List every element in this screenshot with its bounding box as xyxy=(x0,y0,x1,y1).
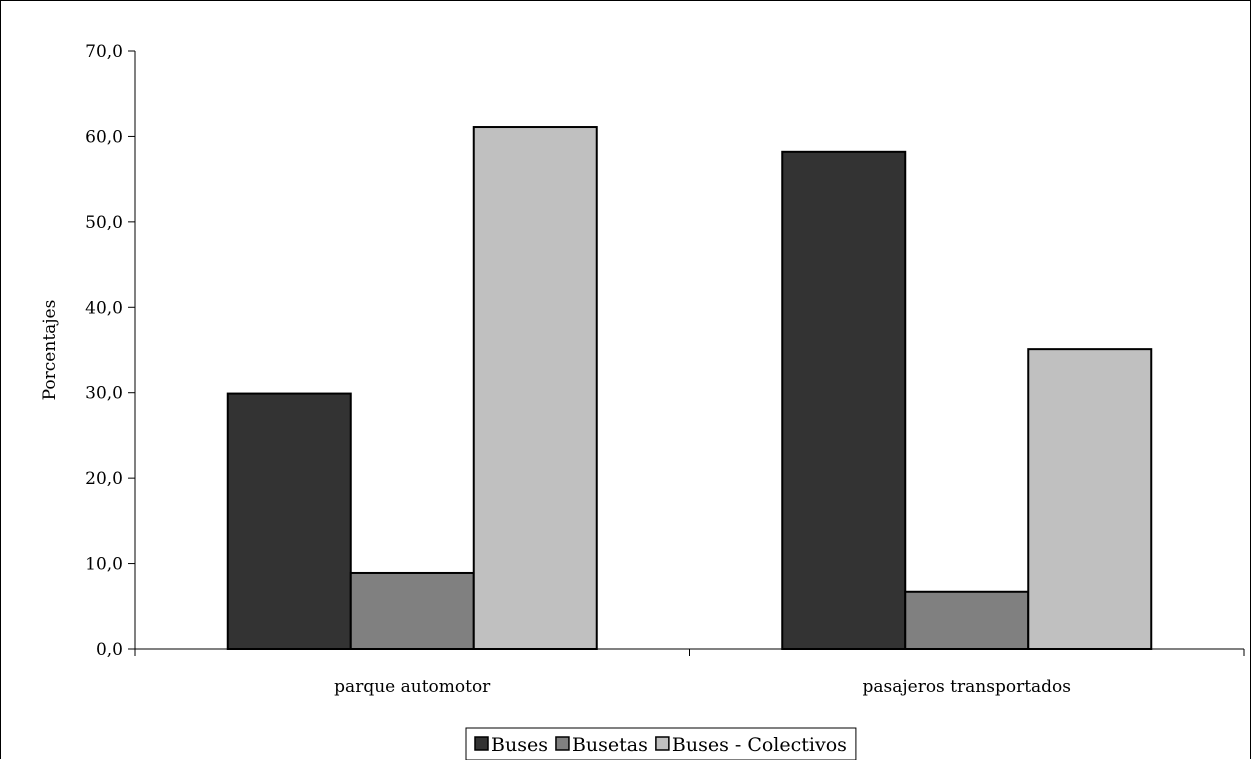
y-tick-label: 60,0 xyxy=(85,127,123,147)
y-tick-label: 10,0 xyxy=(85,555,123,575)
legend-label: Busetas xyxy=(572,734,648,756)
x-category-label: pasajeros transportados xyxy=(862,677,1071,697)
y-axis: 0,0 10,0 20,0 30,0 40,0 50,0 60,0 70,0 xyxy=(85,42,135,660)
y-axis-title: Porcentajes xyxy=(40,300,60,401)
x-category-label: parque automotor xyxy=(334,677,491,697)
y-tick-label: 40,0 xyxy=(85,298,123,318)
bar xyxy=(904,590,1030,651)
legend-swatch xyxy=(474,736,489,751)
bars xyxy=(226,126,1153,651)
legend-label: Buses xyxy=(491,734,548,756)
bar xyxy=(472,126,598,650)
bar xyxy=(1027,348,1153,650)
legend-label: Buses - Colectivos xyxy=(672,734,847,756)
y-tick-label: 0,0 xyxy=(96,640,123,660)
y-tick-label: 70,0 xyxy=(85,42,123,62)
y-tick-label: 20,0 xyxy=(85,469,123,489)
x-axis: parque automotor pasajeros transportados xyxy=(134,649,1245,697)
y-tick-label: 30,0 xyxy=(85,384,123,404)
bar xyxy=(349,571,475,650)
y-tick-label: 50,0 xyxy=(85,213,123,233)
bar xyxy=(781,150,907,650)
bar xyxy=(226,392,352,650)
legend: Buses Busetas Buses - Colectivos xyxy=(465,727,857,761)
legend-swatch xyxy=(655,736,670,751)
legend-swatch xyxy=(555,736,570,751)
